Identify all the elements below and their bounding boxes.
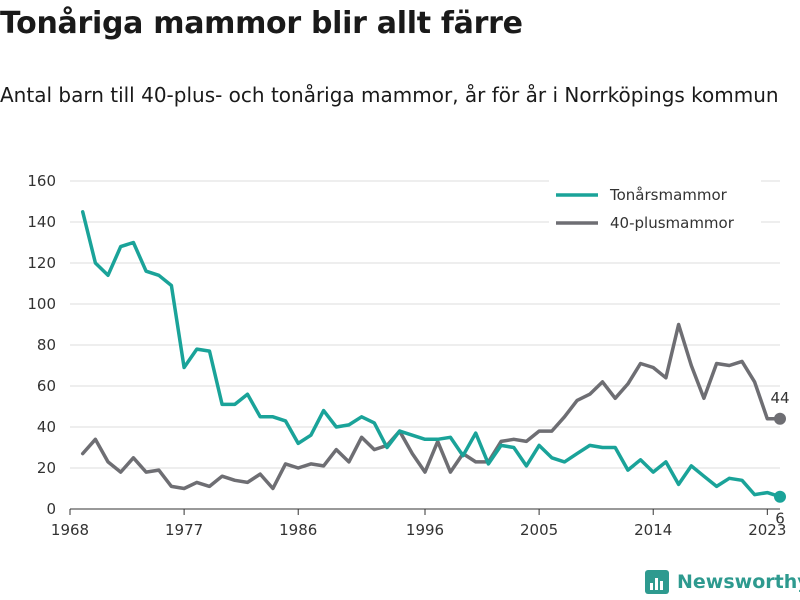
series-end-point-ton-rsmammor: [774, 490, 786, 503]
y-tick-label-60: 60: [37, 377, 56, 395]
end-label-40-plusmammor: 44: [770, 389, 789, 407]
legend-label-ton-rsmammor: Tonårsmammor: [609, 186, 728, 204]
series-lines: 6 44: [80, 210, 790, 528]
legend-background: [549, 180, 761, 244]
y-tick-label-0: 0: [46, 500, 56, 518]
page-subtitle: Antal barn till 40-plus- och tonåriga ma…: [0, 83, 779, 107]
x-tick-label-1996: 1996: [406, 521, 444, 539]
x-tick-label-1968: 1968: [51, 521, 89, 539]
y-tick-label-100: 100: [27, 295, 56, 313]
newsworthy-logo: Newsworthy: [645, 570, 800, 594]
series-line-40-plusmammor: [80, 322, 782, 491]
legend: Tonårsmammor 40-plusmammor: [549, 180, 761, 244]
legend-label-40-plusmammor: 40-plusmammor: [610, 214, 735, 232]
series-line-ton-rsmammor: [80, 210, 782, 499]
y-tick-label-120: 120: [27, 254, 56, 272]
bar-chart-icon: [645, 570, 669, 594]
x-tick-label-1977: 1977: [165, 521, 203, 539]
brand-name: Newsworthy: [677, 571, 800, 593]
x-tick-label-2014: 2014: [634, 521, 672, 539]
x-tick-label-2023: 2023: [748, 521, 786, 539]
y-tick-label-80: 80: [37, 336, 56, 354]
page-title: Tonåriga mammor blir allt färre: [0, 6, 523, 41]
y-tick-label-140: 140: [27, 213, 56, 231]
series-end-point-40-plusmammor: [774, 412, 786, 425]
y-tick-label-160: 160: [27, 172, 56, 190]
end-label-ton-rsmammor: 6: [775, 510, 785, 528]
y-tick-label-40: 40: [37, 418, 56, 436]
x-tick-label-1986: 1986: [279, 521, 317, 539]
y-tick-label-20: 20: [37, 459, 56, 477]
x-tick-label-2005: 2005: [520, 521, 558, 539]
axes: 0 20 40 60 80 100 120 140 160 1968 1977 1986 1996 200…: [27, 172, 786, 539]
